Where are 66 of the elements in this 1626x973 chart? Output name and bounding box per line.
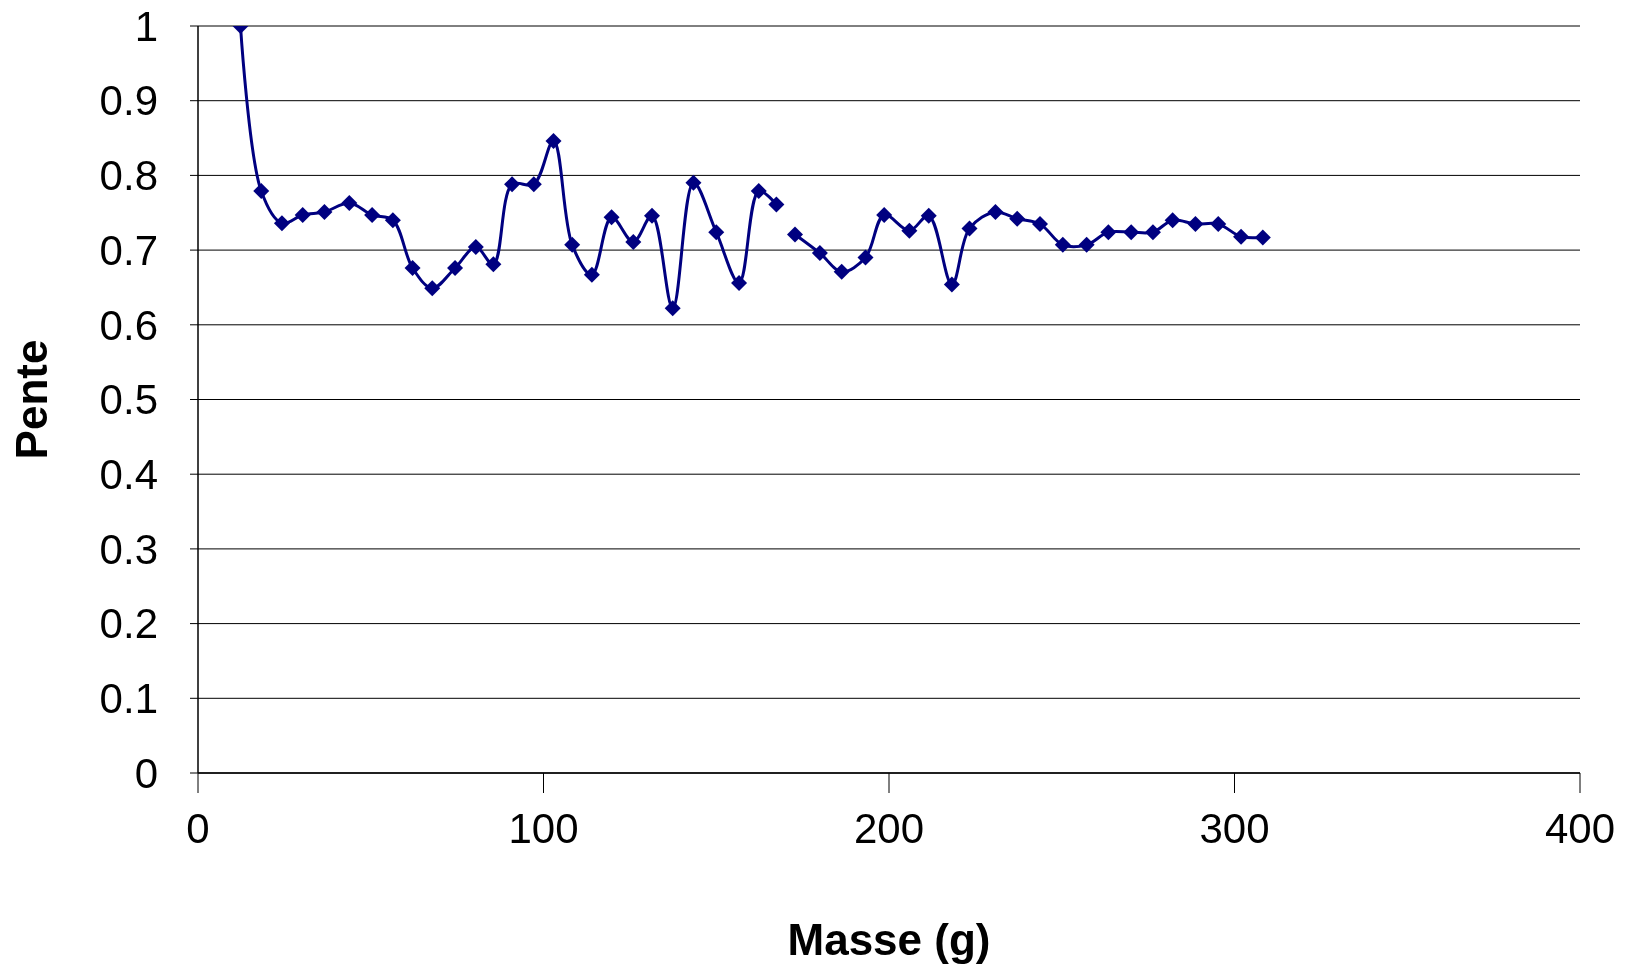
point (1078, 236, 1095, 253)
y-tick-label: 1 (134, 2, 158, 50)
y-tick-label: 0.5 (99, 376, 158, 424)
point (750, 183, 767, 200)
point (1254, 229, 1271, 246)
point (1144, 224, 1161, 241)
point (294, 206, 311, 223)
y-tick-label: 0.1 (99, 675, 158, 722)
point (685, 174, 702, 191)
point (787, 226, 804, 243)
x-tick-label: 200 (853, 805, 925, 852)
point (833, 263, 850, 280)
point (404, 260, 421, 277)
point (1054, 236, 1071, 253)
y-tick-label: 0.3 (99, 525, 158, 573)
point (943, 276, 960, 293)
point (253, 183, 270, 200)
y-axis-title: Pente (7, 339, 56, 460)
point (643, 207, 660, 224)
x-axis-title: Masse (g) (787, 915, 991, 964)
point (364, 206, 381, 223)
point (731, 274, 748, 291)
point (341, 195, 358, 212)
point (811, 245, 828, 262)
point (876, 206, 893, 223)
point (467, 239, 484, 256)
point (1009, 210, 1026, 227)
point (625, 233, 642, 250)
point (708, 224, 725, 241)
point (273, 215, 290, 232)
point (1233, 228, 1250, 245)
point (504, 176, 521, 193)
point (316, 204, 333, 220)
point (1187, 215, 1204, 232)
x-tick-label: 400 (1544, 805, 1616, 852)
point (424, 280, 441, 297)
point (583, 266, 600, 283)
x-tick-label: 300 (1199, 805, 1270, 852)
point (920, 207, 937, 224)
x-tick-label: 100 (508, 805, 579, 852)
point (485, 256, 502, 273)
point (564, 236, 581, 253)
point (545, 133, 562, 150)
point (664, 300, 681, 317)
point (1210, 215, 1227, 232)
point (857, 249, 874, 266)
y-tick-label: 0.8 (99, 152, 158, 200)
point (525, 176, 542, 193)
point (384, 212, 401, 229)
x-tick-label: 0 (186, 805, 210, 852)
point (447, 260, 464, 277)
y-tick-label: 0.2 (99, 600, 158, 648)
point (901, 222, 918, 239)
y-tick-label: 0.6 (99, 301, 158, 349)
point (1164, 212, 1181, 229)
point (603, 209, 620, 226)
y-tick-label: 0.7 (99, 226, 158, 274)
point (961, 220, 978, 237)
y-tick-label: 0 (134, 749, 158, 797)
point (1123, 224, 1140, 241)
point (1031, 215, 1048, 232)
y-tick-label: 0.9 (99, 77, 158, 125)
point (987, 204, 1004, 220)
y-tick-label: 0.4 (99, 450, 158, 498)
point (768, 196, 785, 213)
point (1100, 224, 1117, 241)
